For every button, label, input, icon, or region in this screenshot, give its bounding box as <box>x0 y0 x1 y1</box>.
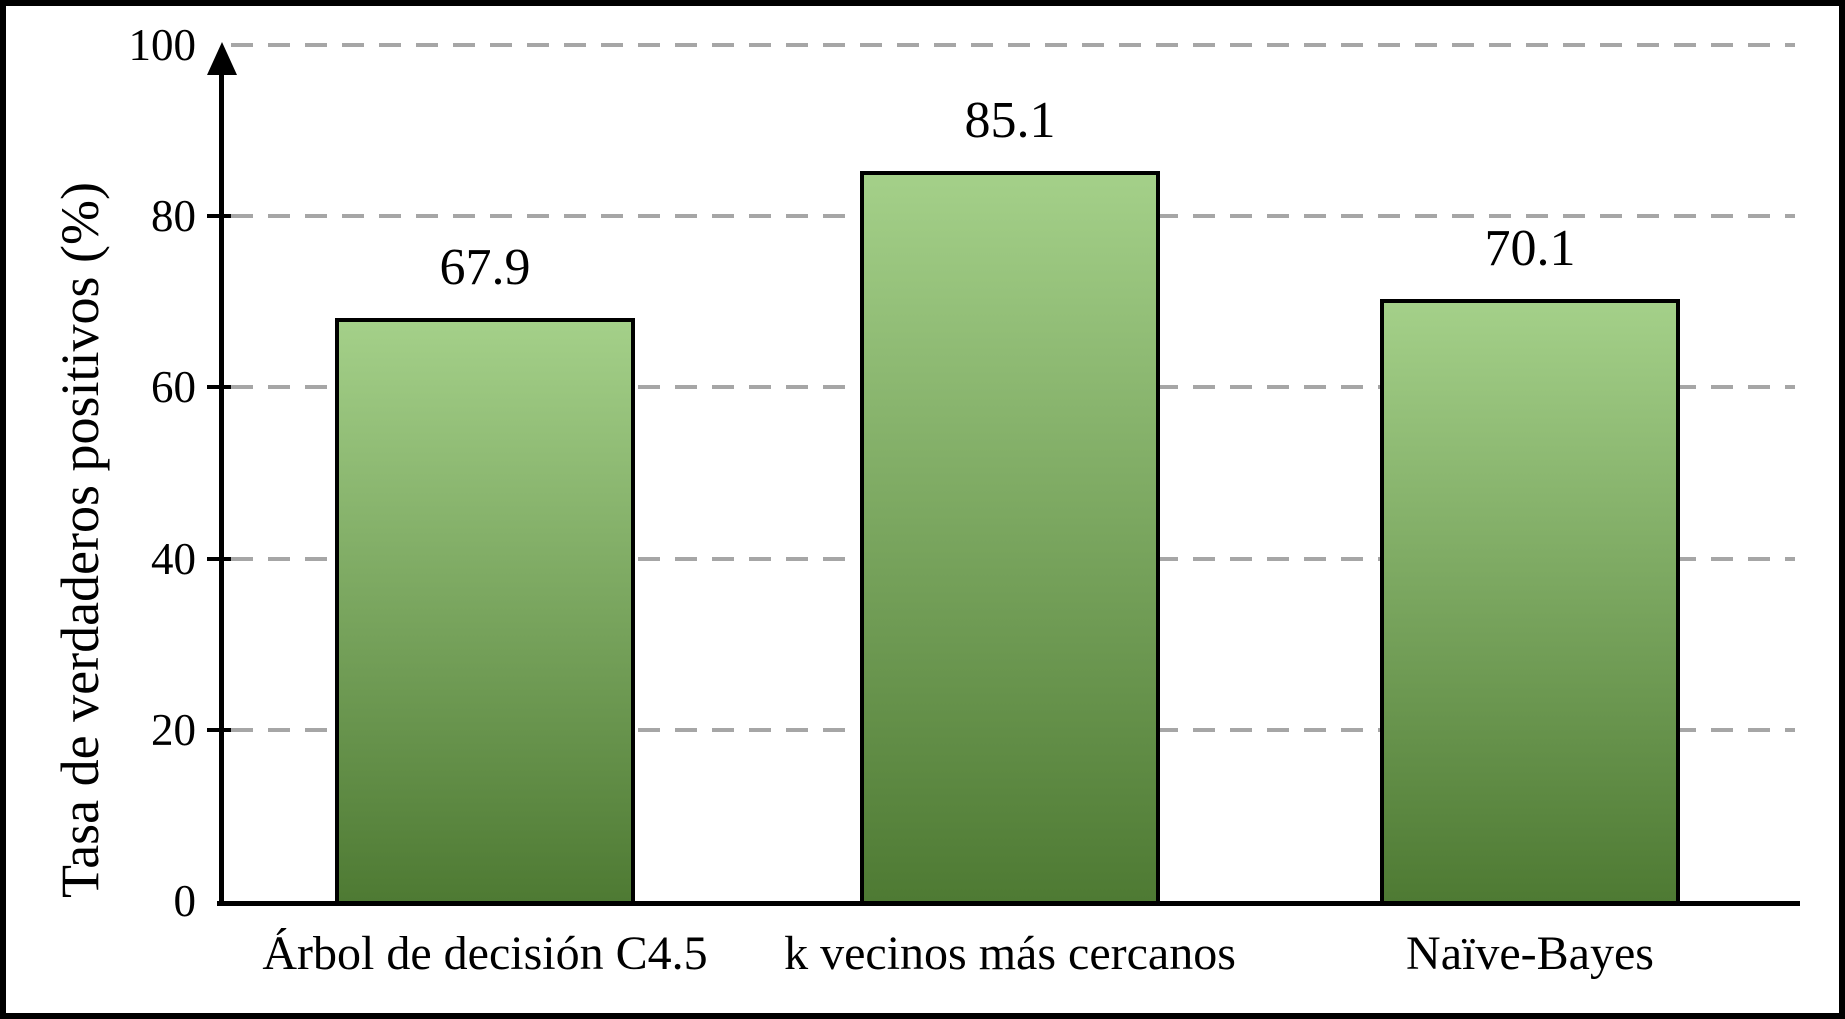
x-category-label: Árbol de decisión C4.5 <box>262 927 708 980</box>
y-axis-arrow-icon <box>207 42 237 75</box>
y-tick-label: 20 <box>151 704 196 755</box>
x-axis-line <box>217 901 1800 906</box>
y-tick-label: 80 <box>151 191 196 242</box>
bar-value-label: 70.1 <box>1484 219 1576 277</box>
bar-value-label: 85.1 <box>964 91 1056 149</box>
y-tick-label: 0 <box>173 876 197 926</box>
y-tick-label: 40 <box>151 533 196 584</box>
gridline <box>231 43 1795 47</box>
x-category-label: k vecinos más cercanos <box>784 927 1236 980</box>
bar <box>335 317 635 906</box>
bar-value-label: 67.9 <box>439 238 531 296</box>
x-category-label: Naïve-Bayes <box>1406 927 1654 980</box>
y-axis-line <box>219 70 224 906</box>
bar <box>1380 298 1680 906</box>
y-tick-label: 60 <box>151 362 196 413</box>
y-tick-label: 100 <box>128 20 197 70</box>
bar <box>860 170 1160 906</box>
